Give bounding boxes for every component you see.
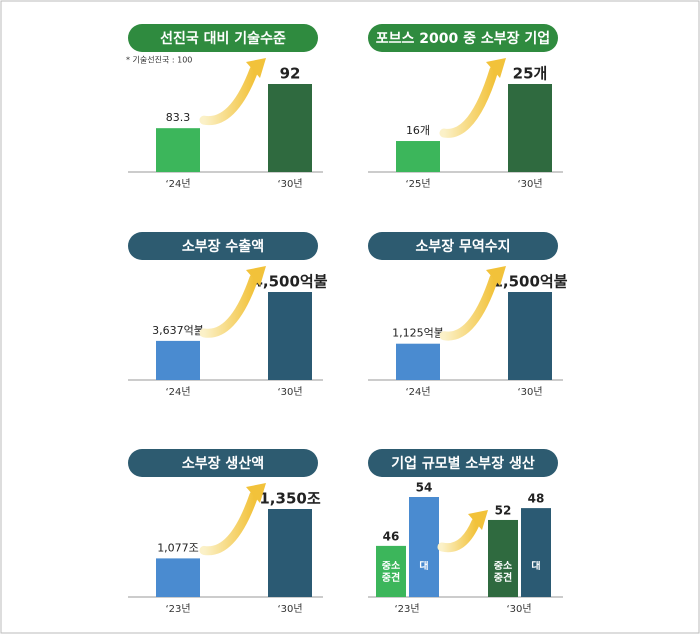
x-tick-label: ‘24년 [165, 178, 190, 190]
arrow-head [468, 509, 488, 530]
x-tick-label: ‘30년 [277, 178, 302, 190]
title-pill [128, 449, 318, 477]
series-label-box: 대 [531, 561, 541, 572]
series-label-box: 중소 중견 [381, 561, 401, 584]
chart-title: 기업 규모별 소부장 생산 [391, 455, 535, 472]
arrow-head [246, 266, 266, 286]
value-label: 1,500억불 [492, 273, 567, 291]
title-pill [128, 24, 318, 52]
series-label: 대 [531, 561, 541, 572]
bar [488, 519, 518, 597]
x-tick-label: ‘30년 [517, 386, 542, 398]
x-tick-label: ‘23년 [165, 603, 190, 615]
series-label: 대 [419, 561, 429, 572]
value-label: 1,077조 [157, 541, 199, 554]
bar [508, 84, 552, 172]
bar [376, 545, 406, 597]
x-tick-label: ‘23년 [394, 603, 419, 615]
bar [268, 84, 312, 172]
arrow [199, 65, 259, 126]
series-label-box: 대 [419, 561, 429, 572]
title-pill [368, 24, 558, 52]
title-pill [368, 232, 558, 260]
value-label: 52 [495, 503, 512, 517]
chart-title: 소부장 수출액 [182, 238, 264, 255]
series-label: 중소 중견 [381, 561, 401, 584]
value-label: 1,125억불 [392, 327, 444, 340]
arrow [439, 273, 499, 341]
arrow [199, 490, 259, 556]
x-tick-label: ‘30년 [517, 178, 542, 190]
value-label: 48 [528, 492, 545, 506]
value-label: 1,350조 [259, 490, 320, 508]
x-tick-label: ‘30년 [506, 603, 531, 615]
bar [268, 509, 312, 597]
note: * 기술선진국 : 100 [126, 55, 192, 65]
arrow [437, 517, 481, 553]
value-label: 46 [383, 529, 400, 543]
bar [396, 343, 440, 380]
value-label: 4,500억불 [252, 273, 327, 291]
chart-title: 소부장 무역수지 [415, 238, 510, 255]
value-label: 83.3 [166, 111, 191, 124]
value-label: 25개 [513, 65, 548, 83]
bar [396, 141, 440, 172]
series-label-box: 중소 중견 [493, 561, 513, 584]
arrow-head [246, 483, 266, 503]
x-tick-label: ‘30년 [277, 386, 302, 398]
chart-title: 소부장 생산액 [182, 455, 264, 472]
bar [409, 497, 439, 597]
series-label: 중소 중견 [493, 561, 513, 584]
title-pill [368, 449, 558, 477]
chart-title: 선진국 대비 기술수준 [160, 30, 286, 47]
bar [156, 128, 200, 172]
arrow [439, 65, 499, 138]
chart-title: 포브스 2000 중 소부장 기업 [376, 30, 550, 47]
value-label: 3,637억불 [152, 324, 204, 337]
arrow-head [486, 266, 506, 286]
arrow-head [246, 58, 266, 78]
x-tick-label: ‘30년 [277, 603, 302, 615]
bar [156, 558, 200, 597]
bar [521, 508, 551, 597]
bar [268, 292, 312, 380]
x-tick-label: ‘25년 [405, 178, 430, 190]
x-tick-label: ‘24년 [165, 386, 190, 398]
value-label: 54 [416, 481, 433, 495]
bar [156, 340, 200, 380]
bar [508, 292, 552, 380]
arrow [199, 273, 259, 338]
value-label: 16개 [406, 124, 430, 137]
x-tick-label: ‘24년 [405, 386, 430, 398]
arrow-head [486, 58, 506, 78]
title-pill [128, 232, 318, 260]
value-label: 92 [280, 65, 301, 83]
